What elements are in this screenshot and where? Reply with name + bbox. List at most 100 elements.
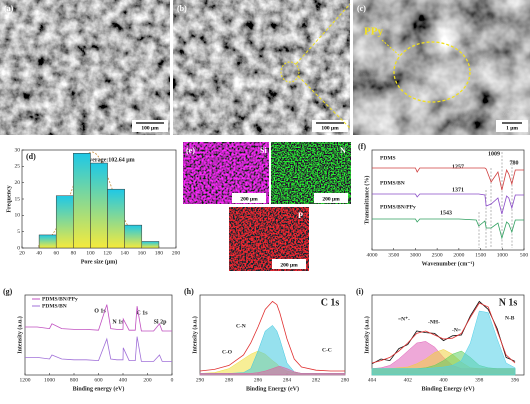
panel-label: (b) xyxy=(177,4,187,13)
x-axis-label: Binding Energy (eV) xyxy=(421,385,474,392)
x-tick-label: 288 xyxy=(225,377,234,383)
x-tick-label: 290 xyxy=(196,377,205,383)
panel-label: (i) xyxy=(356,287,364,296)
spectrum-line xyxy=(25,336,172,362)
bar xyxy=(141,241,160,249)
bar xyxy=(107,188,125,249)
element-label: Si xyxy=(260,146,267,155)
scale-bar-label: 200 μm xyxy=(322,196,340,202)
y-tick-label: 10 xyxy=(15,213,21,219)
chart-title: C 1s xyxy=(321,297,340,308)
x-axis-label: Binding Energy (eV) xyxy=(246,385,299,392)
x-tick-label: 400 xyxy=(439,377,448,383)
annotation: 1009 xyxy=(488,151,500,157)
bar xyxy=(90,162,108,249)
x-tick-label: 404 xyxy=(368,377,377,383)
element-label: P xyxy=(298,211,303,220)
x-tick-label: 60 xyxy=(53,250,59,256)
peak-area xyxy=(199,365,346,376)
scale-bar-label: 100 μm xyxy=(141,125,159,131)
panel-label: (h) xyxy=(184,287,194,296)
x-tick-label: 200 xyxy=(172,250,181,256)
spectrum-line xyxy=(372,167,524,191)
x-tick-label: 40 xyxy=(36,250,42,256)
annotation: 1543 xyxy=(440,210,452,216)
annotation: 1257 xyxy=(452,164,464,170)
legend-label: PDMS/BN xyxy=(42,303,67,309)
x-tick-label: 600 xyxy=(94,377,103,383)
scale-bar-box xyxy=(314,193,348,203)
x-tick-label: 284 xyxy=(283,377,292,383)
series-label: N-B xyxy=(505,315,515,321)
y-tick-label: 0 xyxy=(17,245,20,251)
annotation: C 1s xyxy=(136,310,148,316)
bar xyxy=(73,153,91,249)
peak-area xyxy=(371,310,516,376)
scale-bar-box xyxy=(232,193,266,203)
panel-label: (g) xyxy=(3,287,13,296)
x-tick-label: 0 xyxy=(171,377,174,383)
series-label: PDMS xyxy=(380,155,396,161)
spectrum-line xyxy=(371,302,516,364)
x-tick-label: 2500 xyxy=(432,252,443,258)
image-annotation: PPy xyxy=(364,26,383,38)
x-axis-label: Wavenumber (cm⁻¹) xyxy=(422,260,475,267)
spectrum-line xyxy=(372,193,524,215)
x-tick-label: 1000 xyxy=(497,252,508,258)
plot-frame xyxy=(371,149,525,251)
x-tick-label: 3500 xyxy=(388,252,399,258)
annotation: Si 2p xyxy=(154,319,168,325)
panel-label: (c) xyxy=(357,4,366,13)
x-tick-label: 160 xyxy=(138,250,147,256)
x-tick-label: 2000 xyxy=(453,252,464,258)
pointer xyxy=(381,39,401,57)
guide-lines xyxy=(478,152,513,248)
chart-title: N 1s xyxy=(499,297,518,308)
x-tick-label: 800 xyxy=(70,377,79,383)
sem-image xyxy=(0,0,170,135)
series-label: C-N xyxy=(236,323,246,329)
x-tick-label: 120 xyxy=(103,250,112,256)
x-tick-label: 180 xyxy=(155,250,164,256)
annotation: 1371 xyxy=(452,187,464,193)
panel-label: (d) xyxy=(26,152,36,161)
y-tick-label: 25 xyxy=(15,164,21,170)
y-tick-label: 30 xyxy=(15,147,21,153)
y-axis-label: Frequency xyxy=(6,185,12,212)
y-axis-label: Intensity (a.u.) xyxy=(16,316,23,354)
x-tick-label: 400 xyxy=(119,377,128,383)
annotation: N 1s xyxy=(112,319,124,325)
spectrum-line xyxy=(25,304,172,332)
series-label: C-C xyxy=(322,347,332,353)
element-label: N xyxy=(340,146,346,155)
sem-image xyxy=(353,0,530,135)
series-label: C-O xyxy=(222,349,233,355)
scale-bar-label: 100 μm xyxy=(321,125,339,131)
annotation: O 1s xyxy=(94,308,106,314)
scale-bar-label: 200 μm xyxy=(240,196,258,202)
spectrum-line xyxy=(199,300,345,372)
zoom-line xyxy=(297,75,351,129)
x-tick-label: 402 xyxy=(404,377,413,383)
annotation: 780 xyxy=(510,160,519,166)
y-tick-label: 15 xyxy=(15,196,21,202)
sem-image xyxy=(173,0,350,135)
x-tick-label: 286 xyxy=(254,377,263,383)
annotation: Average:102.64 μm xyxy=(85,157,134,163)
y-axis-label: Transmittance (%) xyxy=(363,176,370,225)
x-tick-label: 200 xyxy=(143,377,152,383)
x-tick-label: 100 xyxy=(86,250,95,256)
x-tick-label: 1200 xyxy=(20,377,31,383)
x-tick-label: 280 xyxy=(341,377,350,383)
highlight xyxy=(280,61,300,83)
highlight xyxy=(393,41,471,103)
x-tick-label: 500 xyxy=(520,252,529,258)
x-tick-label: 282 xyxy=(312,377,321,383)
x-tick-label: 3000 xyxy=(410,252,421,258)
x-axis-label: Binding energy (eV) xyxy=(73,385,125,392)
y-axis-label: Intensity (a.u.) xyxy=(191,316,198,354)
x-axis-label: Pore size (μm) xyxy=(81,258,118,265)
y-axis-label: Intensity (a.u.) xyxy=(363,316,370,354)
bar xyxy=(124,224,143,249)
